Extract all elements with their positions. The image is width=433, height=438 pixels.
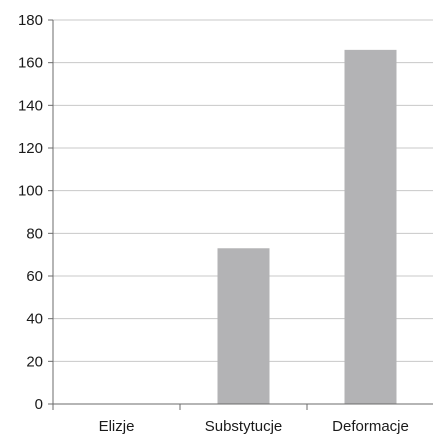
- bar-deformacje: [344, 49, 397, 404]
- bars: [217, 49, 397, 404]
- x-tick-label: Deformacje: [332, 418, 409, 435]
- x-tick-label: Substytucje: [205, 418, 283, 435]
- axis-labels: 0 20 40 60 80 100 120 140 160 180 Elizje Substytucj…: [18, 12, 409, 435]
- y-tick-label: 160: [18, 55, 43, 72]
- y-tick-label: 0: [35, 396, 43, 413]
- axes: [48, 19, 433, 410]
- y-tick-label: 60: [26, 268, 43, 285]
- y-tick-label: 140: [18, 97, 43, 114]
- y-tick-label: 20: [26, 353, 43, 370]
- y-tick-label: 80: [26, 225, 43, 242]
- gridlines: [53, 19, 433, 362]
- bar-substytucje: [217, 248, 270, 404]
- y-tick-label: 180: [18, 12, 43, 29]
- y-tick-label: 120: [18, 140, 43, 157]
- y-tick-label: 100: [18, 183, 43, 200]
- x-tick-label: Elizje: [99, 418, 135, 435]
- y-tick-label: 40: [26, 311, 43, 328]
